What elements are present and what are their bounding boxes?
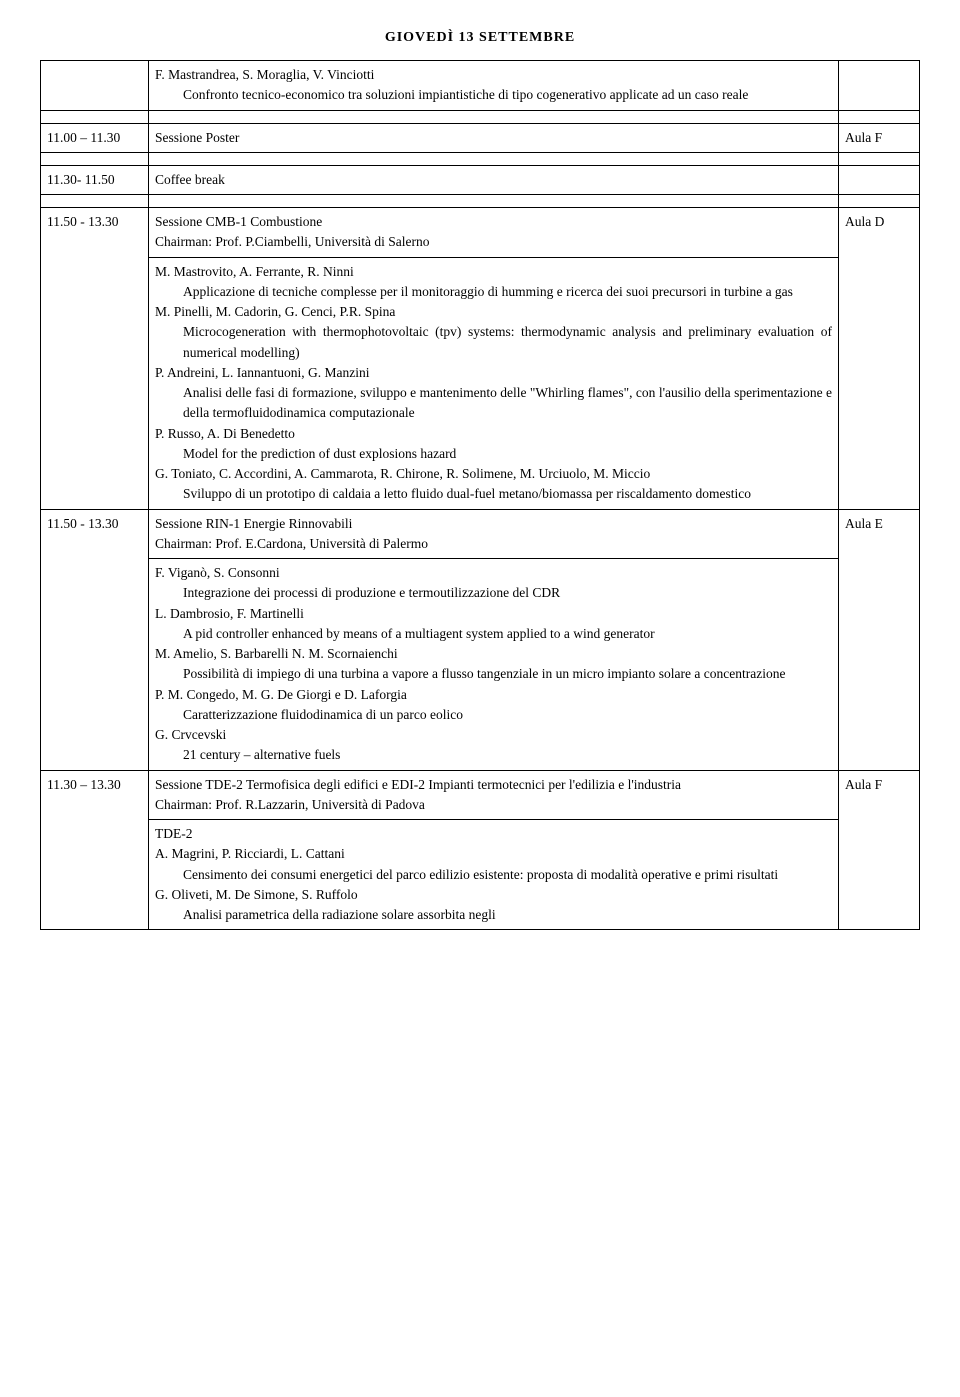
talk-authors: P. M. Congedo, M. G. De Giorgi e D. Lafo… [155, 685, 832, 705]
talk-authors: G. Crvcevski [155, 725, 832, 745]
session-name: Sessione Poster [155, 130, 239, 145]
talk-authors: G. Toniato, C. Accordini, A. Cammarota, … [155, 464, 832, 484]
talk-title: Model for the prediction of dust explosi… [155, 444, 832, 464]
talk-title: A pid controller enhanced by means of a … [155, 624, 832, 644]
talk-authors: A. Magrini, P. Ricciardi, L. Cattani [155, 844, 832, 864]
talk-title: Censimento dei consumi energetici del pa… [155, 865, 832, 885]
content-cell: Coffee break [149, 165, 839, 194]
table-row: F. Mastrandrea, S. Moraglia, V. Vinciott… [41, 61, 920, 111]
room-cell: Aula E [839, 509, 920, 770]
talk-title: Possibilità di impiego di una turbina a … [155, 664, 832, 684]
talk-authors: M. Pinelli, M. Cadorin, G. Cenci, P.R. S… [155, 302, 832, 322]
page-title: GIOVEDÌ 13 SETTEMBRE [40, 30, 920, 46]
talk-title: Caratterizzazione fluidodinamica di un p… [155, 705, 832, 725]
table-row: 11.30 – 13.30 Sessione TDE-2 Termofisica… [41, 770, 920, 820]
table-row: 11.50 - 13.30 Sessione RIN-1 Energie Rin… [41, 509, 920, 559]
room-cell: Aula F [839, 770, 920, 930]
spacer-row [41, 152, 920, 165]
time-cell: 11.50 - 13.30 [41, 208, 149, 510]
table-row: 11.50 - 13.30 Sessione CMB-1 Combustione… [41, 208, 920, 258]
session-chair: Chairman: Prof. R.Lazzarin, Università d… [155, 797, 425, 812]
talk-authors: F. Mastrandrea, S. Moraglia, V. Vinciott… [155, 65, 832, 85]
room-cell: Aula D [839, 208, 920, 510]
session-header-cell: Sessione TDE-2 Termofisica degli edifici… [149, 770, 839, 820]
time-cell: 11.30 – 13.30 [41, 770, 149, 930]
talk-title: 21 century – alternative fuels [155, 745, 832, 765]
time-cell: 11.30- 11.50 [41, 165, 149, 194]
talk-title: Analisi delle fasi di formazione, svilup… [155, 383, 832, 424]
content-cell: TDE-2 A. Magrini, P. Ricciardi, L. Catta… [149, 820, 839, 930]
spacer-row [41, 195, 920, 208]
session-name: Sessione TDE-2 Termofisica degli edifici… [155, 777, 681, 792]
talk-authors: P. Russo, A. Di Benedetto [155, 424, 832, 444]
content-cell: Sessione Poster [149, 123, 839, 152]
session-name: Sessione RIN-1 Energie Rinnovabili [155, 516, 352, 531]
session-header-cell: Sessione CMB-1 Combustione Chairman: Pro… [149, 208, 839, 258]
session-chair: Chairman: Prof. E.Cardona, Università di… [155, 536, 428, 551]
talk-title: Analisi parametrica della radiazione sol… [155, 905, 832, 925]
room-cell [839, 165, 920, 194]
session-chair: Chairman: Prof. P.Ciambelli, Università … [155, 234, 429, 249]
talk-title: Integrazione dei processi di produzione … [155, 583, 832, 603]
content-cell: F. Viganò, S. Consonni Integrazione dei … [149, 559, 839, 771]
table-row: M. Mastrovito, A. Ferrante, R. Ninni App… [41, 257, 920, 509]
table-row: F. Viganò, S. Consonni Integrazione dei … [41, 559, 920, 771]
spacer-row [41, 110, 920, 123]
talk-authors: P. Andreini, L. Iannantuoni, G. Manzini [155, 363, 832, 383]
talk-authors: L. Dambrosio, F. Martinelli [155, 604, 832, 624]
talk-authors: M. Mastrovito, A. Ferrante, R. Ninni [155, 262, 832, 282]
talk-authors: M. Amelio, S. Barbarelli N. M. Scornaien… [155, 644, 832, 664]
talk-title: Sviluppo di un prototipo di caldaia a le… [155, 484, 832, 504]
table-row: 11.00 – 11.30 Sessione Poster Aula F [41, 123, 920, 152]
session-name: Coffee break [155, 172, 225, 187]
talk-title: Microcogeneration with thermophotovoltai… [155, 322, 832, 363]
talk-authors: G. Oliveti, M. De Simone, S. Ruffolo [155, 885, 832, 905]
room-cell [839, 61, 920, 111]
room-cell: Aula F [839, 123, 920, 152]
content-cell: M. Mastrovito, A. Ferrante, R. Ninni App… [149, 257, 839, 509]
talk-title: Applicazione di tecniche complesse per i… [155, 282, 832, 302]
schedule-table: F. Mastrandrea, S. Moraglia, V. Vinciott… [40, 60, 920, 930]
table-row: 11.30- 11.50 Coffee break [41, 165, 920, 194]
time-cell [41, 61, 149, 111]
time-cell: 11.50 - 13.30 [41, 509, 149, 770]
time-cell: 11.00 – 11.30 [41, 123, 149, 152]
talk-authors: F. Viganò, S. Consonni [155, 563, 832, 583]
content-cell: F. Mastrandrea, S. Moraglia, V. Vinciott… [149, 61, 839, 111]
talk-title: Confronto tecnico-economico tra soluzion… [155, 85, 832, 105]
sub-heading: TDE-2 [155, 824, 832, 844]
session-name: Sessione CMB-1 Combustione [155, 214, 322, 229]
table-row: TDE-2 A. Magrini, P. Ricciardi, L. Catta… [41, 820, 920, 930]
session-header-cell: Sessione RIN-1 Energie Rinnovabili Chair… [149, 509, 839, 559]
